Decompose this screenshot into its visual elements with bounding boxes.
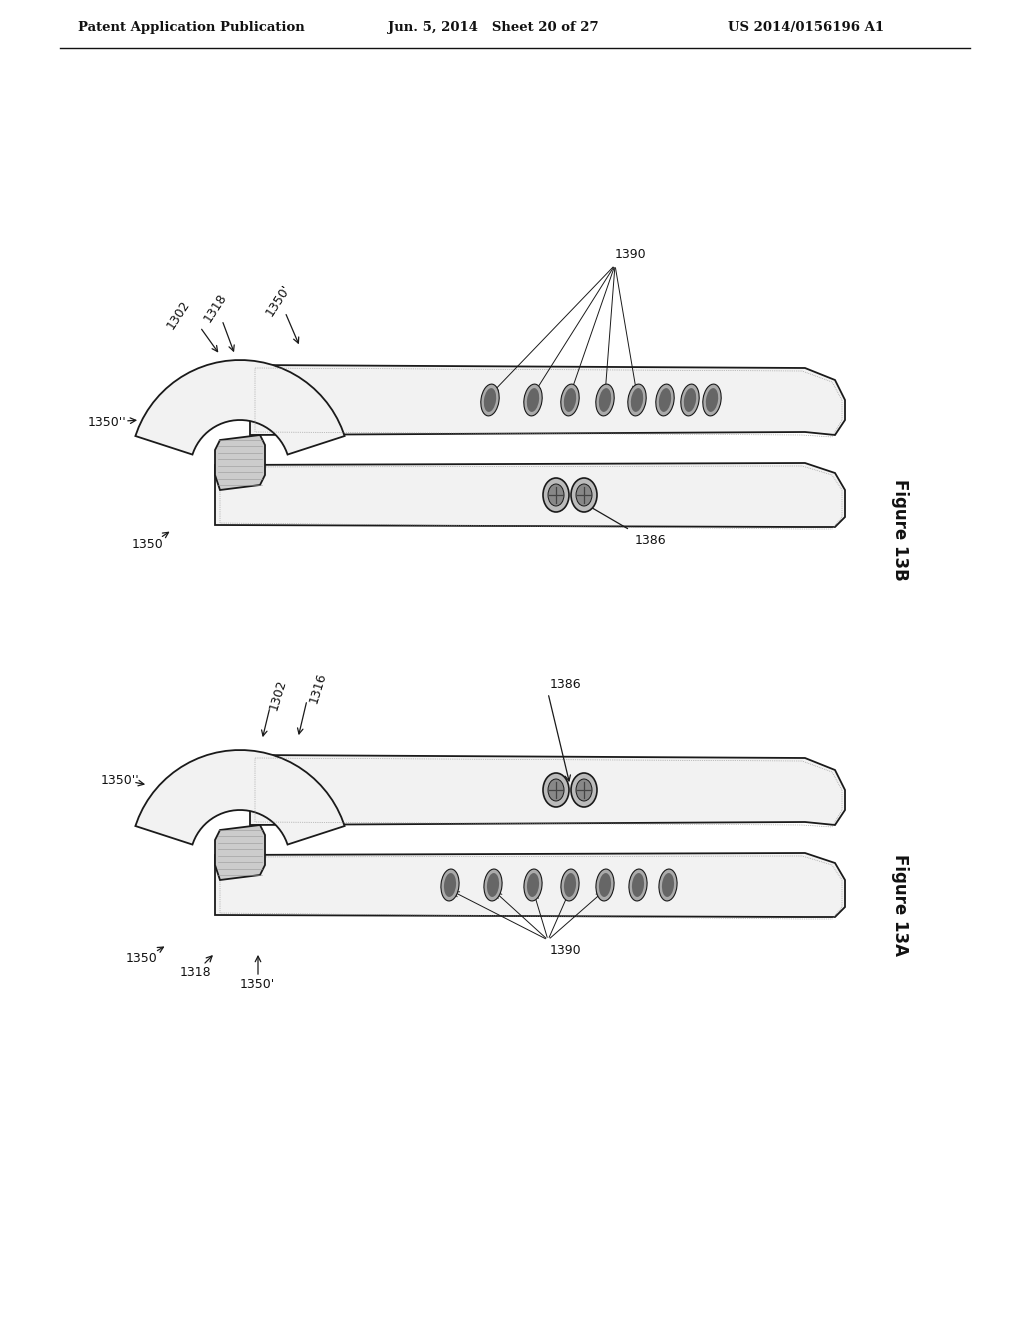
Ellipse shape	[631, 388, 643, 412]
Ellipse shape	[548, 484, 564, 506]
Ellipse shape	[662, 873, 674, 898]
Polygon shape	[250, 366, 845, 436]
Ellipse shape	[658, 388, 671, 412]
Polygon shape	[250, 755, 845, 825]
Ellipse shape	[484, 869, 502, 902]
Text: 1350: 1350	[126, 952, 158, 965]
Ellipse shape	[543, 478, 569, 512]
Ellipse shape	[548, 779, 564, 801]
Text: US 2014/0156196 A1: US 2014/0156196 A1	[728, 21, 884, 34]
Ellipse shape	[561, 869, 580, 902]
Text: Patent Application Publication: Patent Application Publication	[78, 21, 305, 34]
Ellipse shape	[599, 873, 611, 898]
Ellipse shape	[564, 388, 577, 412]
Text: 1302: 1302	[267, 678, 289, 711]
Text: 1316: 1316	[307, 671, 329, 705]
Text: 1390: 1390	[549, 944, 581, 957]
Text: 1386: 1386	[634, 533, 666, 546]
Ellipse shape	[655, 384, 674, 416]
Ellipse shape	[526, 388, 540, 412]
Ellipse shape	[575, 484, 592, 506]
Text: 1390: 1390	[614, 248, 646, 261]
Ellipse shape	[571, 478, 597, 512]
Text: 1350': 1350'	[240, 978, 274, 991]
Text: 1318: 1318	[179, 965, 211, 978]
Text: Figure 13B: Figure 13B	[891, 479, 909, 581]
Ellipse shape	[684, 388, 696, 412]
Text: Jun. 5, 2014   Sheet 20 of 27: Jun. 5, 2014 Sheet 20 of 27	[388, 21, 599, 34]
Text: 1350': 1350'	[263, 281, 293, 318]
Ellipse shape	[596, 384, 614, 416]
Ellipse shape	[561, 384, 580, 416]
Ellipse shape	[628, 384, 646, 416]
Ellipse shape	[571, 774, 597, 807]
Polygon shape	[215, 825, 265, 880]
Polygon shape	[215, 463, 845, 527]
Ellipse shape	[599, 388, 611, 412]
Polygon shape	[135, 360, 345, 454]
Ellipse shape	[441, 869, 459, 902]
Text: 1350'': 1350''	[88, 416, 126, 429]
Polygon shape	[135, 750, 345, 845]
Polygon shape	[215, 436, 265, 490]
Ellipse shape	[575, 779, 592, 801]
Polygon shape	[215, 853, 845, 917]
Text: 1350'': 1350''	[100, 774, 139, 787]
Ellipse shape	[706, 388, 718, 412]
Ellipse shape	[564, 873, 577, 898]
Ellipse shape	[596, 869, 614, 902]
Text: 1386: 1386	[549, 678, 581, 692]
Ellipse shape	[444, 873, 456, 898]
Text: Figure 13A: Figure 13A	[891, 854, 909, 956]
Text: 1350: 1350	[132, 539, 164, 552]
Ellipse shape	[632, 873, 644, 898]
Ellipse shape	[543, 774, 569, 807]
Ellipse shape	[527, 873, 539, 898]
Text: 1302: 1302	[164, 298, 193, 331]
Ellipse shape	[481, 384, 499, 416]
Ellipse shape	[524, 384, 542, 416]
Ellipse shape	[629, 869, 647, 902]
Ellipse shape	[483, 388, 497, 412]
Text: 1318: 1318	[201, 292, 229, 325]
Ellipse shape	[702, 384, 721, 416]
Ellipse shape	[487, 873, 499, 898]
Ellipse shape	[658, 869, 677, 902]
Ellipse shape	[681, 384, 699, 416]
Ellipse shape	[524, 869, 542, 902]
